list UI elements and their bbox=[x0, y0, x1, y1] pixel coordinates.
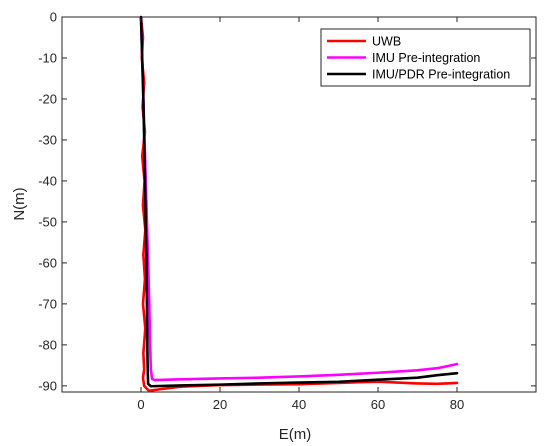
legend-label: IMU/PDR Pre-integration bbox=[372, 68, 510, 82]
series-line-imu-pdr-pre-integration bbox=[139, 15, 459, 388]
x-tick-label: 60 bbox=[371, 397, 385, 412]
y-tick-label: -10 bbox=[38, 50, 57, 65]
legend-label: UWB bbox=[372, 35, 401, 49]
x-tick-label: 0 bbox=[137, 397, 144, 412]
y-tick-label: -70 bbox=[38, 296, 57, 311]
y-tick-label: -60 bbox=[38, 255, 57, 270]
y-tick-label: -90 bbox=[38, 378, 57, 393]
y-tick-label: -80 bbox=[38, 337, 57, 352]
series-layer bbox=[139, 15, 459, 393]
y-axis-title: N(m) bbox=[11, 187, 28, 220]
y-ticks: 0 -10 -20 -30 -40 -50 -60 -70 -80 -90 bbox=[38, 10, 536, 393]
y-tick-label: -50 bbox=[38, 214, 57, 229]
y-tick-label: -40 bbox=[38, 173, 57, 188]
x-tick-label: 20 bbox=[213, 397, 227, 412]
y-tick-label: -30 bbox=[38, 132, 57, 147]
x-axis-title: E(m) bbox=[279, 426, 312, 443]
y-tick-label: -20 bbox=[38, 91, 57, 106]
x-tick-label: 40 bbox=[292, 397, 306, 412]
legend: UWB IMU Pre-integration IMU/PDR Pre-integr… bbox=[320, 28, 531, 87]
x-ticks: 0 20 40 60 80 bbox=[137, 17, 464, 412]
legend-label: IMU Pre-integration bbox=[372, 51, 480, 65]
x-tick-label: 80 bbox=[450, 397, 464, 412]
y-tick-label: 0 bbox=[50, 10, 57, 25]
